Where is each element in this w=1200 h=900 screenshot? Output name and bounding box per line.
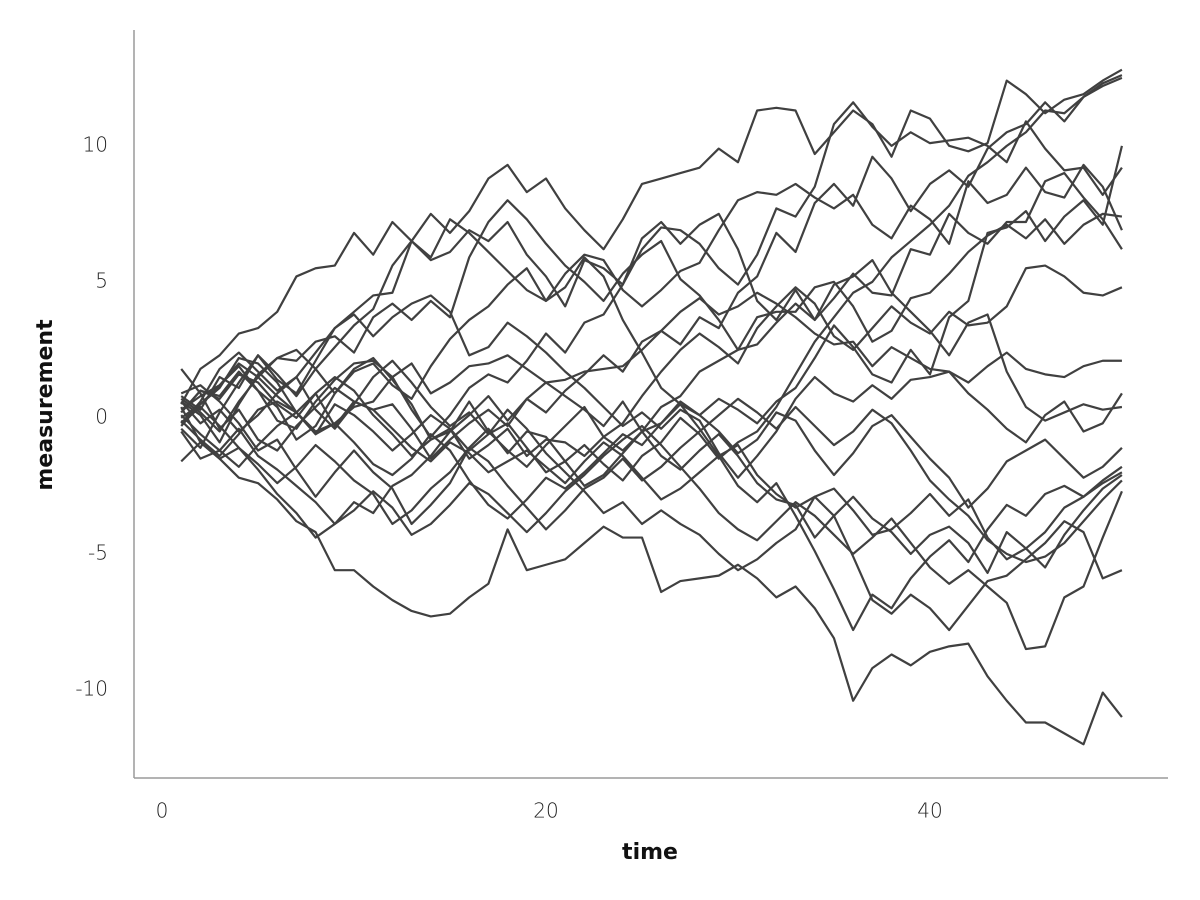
series-line [180,171,1123,439]
series-line [180,256,1123,632]
y-tick-label: -10 [75,676,108,700]
series-line [180,291,1122,436]
series-line [180,68,1123,405]
series-line [180,74,1123,482]
x-tick-label: 20 [533,799,558,823]
series-line [180,381,1123,575]
y-tick-label: -5 [88,540,108,564]
plot-area [180,68,1123,746]
series-line [180,397,1123,564]
series-line [180,441,1123,746]
series-line [180,424,1123,651]
y-axis-title: measurement [33,319,58,491]
x-tick-label: 40 [917,799,942,823]
series-line [180,373,1123,632]
series-line [180,163,1123,449]
series-line [180,199,1123,444]
series-line [180,259,1123,526]
x-axis-title: time [622,840,678,865]
y-tick-label: 10 [83,132,108,156]
y-tick-label: 5 [95,268,108,292]
series-line [180,145,1123,468]
y-tick-label: 0 [95,404,108,428]
x-tick-label: 0 [156,799,169,823]
